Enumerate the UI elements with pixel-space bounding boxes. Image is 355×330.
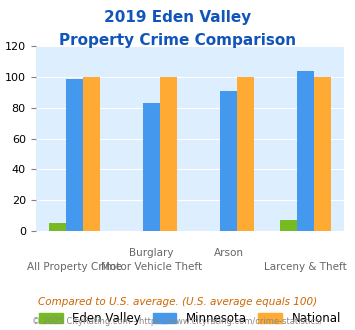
Bar xyxy=(237,77,254,231)
Bar xyxy=(49,223,66,231)
Text: Burglary: Burglary xyxy=(129,248,174,258)
Bar xyxy=(160,77,177,231)
Bar xyxy=(314,77,331,231)
Text: Larceny & Theft: Larceny & Theft xyxy=(264,262,347,273)
Text: Compared to U.S. average. (U.S. average equals 100): Compared to U.S. average. (U.S. average … xyxy=(38,297,317,307)
Bar xyxy=(83,77,100,231)
Bar xyxy=(143,103,160,231)
Bar xyxy=(66,79,83,231)
Text: © 2025 CityRating.com - https://www.cityrating.com/crime-statistics/: © 2025 CityRating.com - https://www.city… xyxy=(32,317,323,326)
Bar xyxy=(280,220,297,231)
Bar xyxy=(220,91,237,231)
Bar xyxy=(297,71,314,231)
Text: All Property Crime: All Property Crime xyxy=(27,262,122,273)
Text: Arson: Arson xyxy=(213,248,244,258)
Text: Property Crime Comparison: Property Crime Comparison xyxy=(59,33,296,48)
Text: Motor Vehicle Theft: Motor Vehicle Theft xyxy=(101,262,202,273)
Text: 2019 Eden Valley: 2019 Eden Valley xyxy=(104,10,251,25)
Legend: Eden Valley, Minnesota, National: Eden Valley, Minnesota, National xyxy=(34,307,346,330)
